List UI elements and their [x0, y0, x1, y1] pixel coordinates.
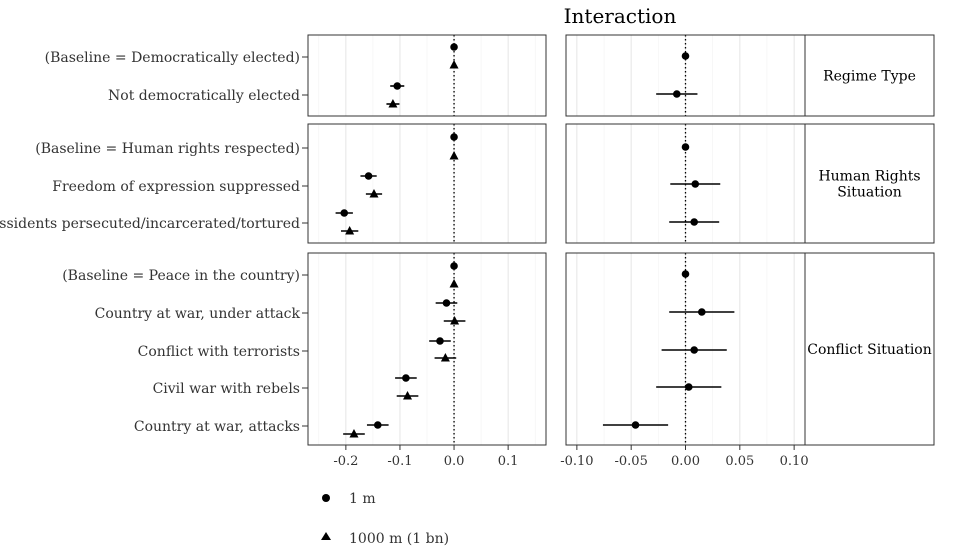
point-triangle [449, 60, 459, 69]
facet-label: Conflict Situation [807, 342, 932, 358]
point-interaction [681, 143, 690, 151]
row-label: (Baseline = Peace in the country) [62, 268, 300, 284]
point-circle [442, 299, 451, 307]
point-circle [373, 421, 382, 429]
left-axis-tick-label: -0.2 [333, 454, 358, 469]
point-circle [402, 374, 410, 382]
row-label: Country at war, attacks [134, 419, 300, 435]
facet-label: Regime Type [823, 69, 916, 85]
point-triangle [349, 429, 359, 438]
point-interaction [697, 308, 706, 316]
legend-label-1000m: 1000 m (1 bn) [349, 531, 449, 547]
left-axis-tick-label: -0.1 [387, 454, 412, 469]
facet-strip-1 [804, 123, 935, 244]
row-label: Not democratically elected [108, 88, 300, 104]
point-circle [340, 209, 349, 217]
point-triangle [388, 99, 398, 108]
row-label: (Baseline = Democratically elected) [45, 50, 300, 66]
row-label: Country at war, under attack [95, 306, 301, 322]
point-interaction [681, 270, 690, 278]
point-triangle [403, 391, 413, 400]
point-circle [450, 43, 458, 51]
left-panel-border-2 [307, 252, 547, 446]
point-interaction [691, 180, 700, 188]
right-axis-tick-label: 0.00 [671, 454, 700, 469]
point-interaction [673, 90, 681, 98]
point-triangle [440, 353, 450, 362]
left-panel-border-1 [307, 123, 547, 244]
chart-title: Interaction [564, 4, 677, 28]
point-interaction [681, 52, 690, 60]
facet-label: Situation [837, 185, 902, 201]
legend: 1 m 1000 m (1 bn) [321, 491, 449, 547]
row-label: Conflict with terrorists [138, 344, 300, 360]
right-axis-tick-label: -0.05 [615, 454, 648, 469]
point-interaction [631, 421, 640, 429]
point-circle [364, 172, 373, 180]
right-axis-tick-label: 0.05 [725, 454, 754, 469]
point-triangle [369, 189, 379, 198]
row-label: Freedom of expression suppressed [52, 179, 300, 195]
point-interaction [684, 383, 693, 391]
point-triangle [450, 316, 460, 325]
row-label: Dissidents persecuted/incarcerated/tortu… [0, 216, 300, 232]
legend-circle-marker [322, 494, 330, 502]
point-circle [450, 133, 458, 141]
left-axis-tick-label: 0.0 [444, 454, 465, 469]
right-axis-tick-label: 0.10 [780, 454, 809, 469]
left-panel-border-0 [307, 34, 547, 117]
left-axis-tick-label: 0.1 [498, 454, 519, 469]
facet-strip-2 [804, 252, 935, 446]
point-triangle [449, 151, 459, 160]
facet-label: Human Rights [818, 169, 920, 185]
point-interaction [690, 346, 698, 354]
point-circle [393, 82, 402, 90]
point-interaction [690, 218, 698, 226]
point-circle [450, 262, 458, 270]
row-label: (Baseline = Human rights respected) [35, 141, 300, 157]
plot-layer: (Baseline = Democratically elected) Not d… [0, 34, 935, 469]
legend-label-1m: 1 m [349, 491, 376, 507]
row-label: Civil war with rebels [153, 381, 300, 397]
point-triangle [345, 226, 355, 235]
point-circle [436, 337, 444, 345]
legend-triangle-marker [321, 532, 331, 540]
right-axis-tick-label: -0.10 [560, 454, 593, 469]
facet-strip-0 [804, 34, 935, 117]
point-triangle [449, 279, 459, 288]
